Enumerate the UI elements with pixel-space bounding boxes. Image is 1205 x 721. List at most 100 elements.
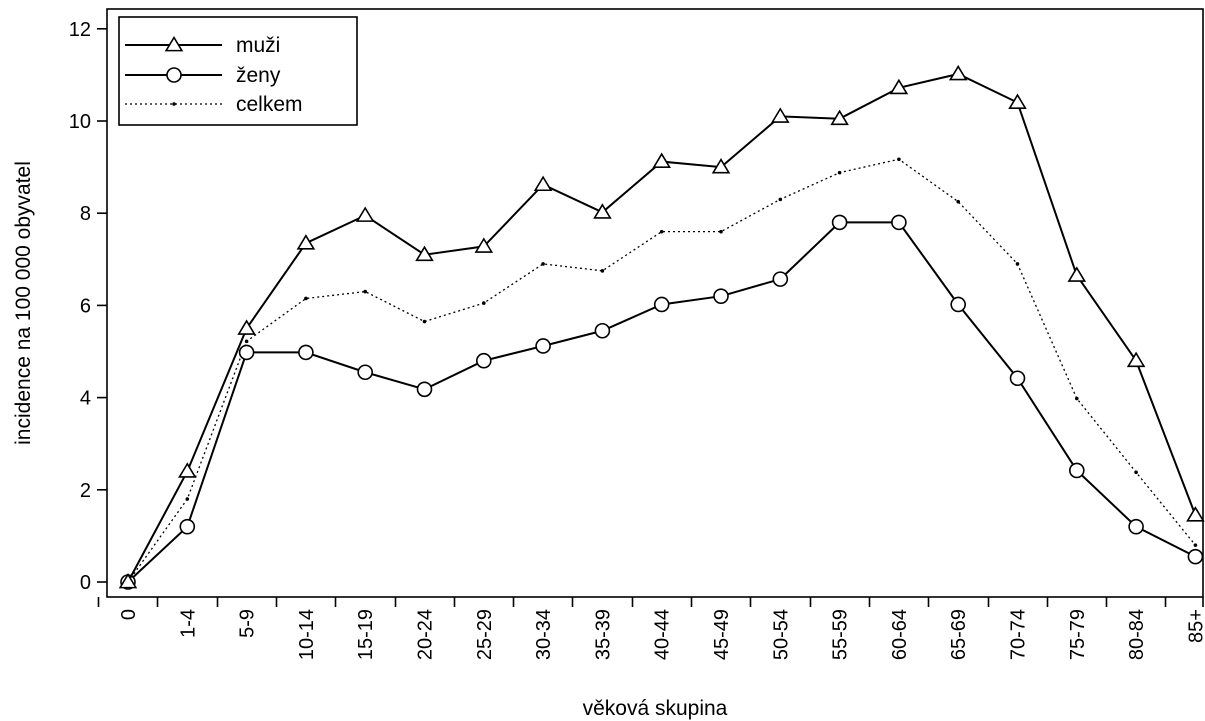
x-tick-label: 5-9 <box>237 609 259 638</box>
x-tick-label: 1-4 <box>177 609 199 638</box>
x-tick-label: 45-49 <box>711 609 733 660</box>
data-point <box>185 497 190 501</box>
legend-label: ženy <box>236 64 281 87</box>
data-point <box>298 344 314 361</box>
y-axis-title: incidence na 100 000 obyvatel <box>12 161 35 445</box>
x-tick-label: 50-54 <box>770 609 792 660</box>
data-point <box>713 288 729 304</box>
y-tick-label: 4 <box>80 388 91 410</box>
data-point <box>179 518 196 535</box>
data-point <box>831 214 848 231</box>
series-ženy <box>120 214 1204 590</box>
data-point <box>1015 262 1020 266</box>
data-point <box>830 109 849 126</box>
y-tick-label: 6 <box>80 295 91 317</box>
data-point <box>1186 506 1205 522</box>
plot-frame <box>106 8 1204 598</box>
x-tick-label: 70-74 <box>1008 609 1030 660</box>
x-tick-label: 80-84 <box>1126 609 1148 660</box>
data-point <box>533 175 553 192</box>
x-tick-label: 65-69 <box>948 609 970 660</box>
x-tick-label: 60-64 <box>889 609 911 660</box>
data-point <box>357 364 374 381</box>
y-tick-label: 2 <box>80 480 91 502</box>
data-point <box>772 271 789 287</box>
data-point <box>416 381 433 398</box>
data-point <box>956 199 960 204</box>
data-point <box>422 319 427 324</box>
legend: muži ženy celkem <box>118 16 358 126</box>
data-point <box>355 206 375 222</box>
data-point <box>1069 462 1085 479</box>
x-tick-label: 85+ <box>1185 609 1205 643</box>
data-point <box>244 339 249 344</box>
data-point <box>897 157 901 162</box>
x-tick-label: 40-44 <box>652 609 674 660</box>
x-tick-label: 75-79 <box>1067 609 1089 660</box>
data-point <box>652 152 671 168</box>
data-point <box>889 78 909 95</box>
data-point <box>1187 548 1204 565</box>
data-point <box>778 197 783 202</box>
data-point <box>948 64 968 81</box>
series-line <box>127 72 1197 583</box>
x-tick-label: 0 <box>118 609 140 620</box>
data-point <box>891 214 907 231</box>
x-tick-label: 15-19 <box>355 609 377 660</box>
data-point <box>1126 351 1146 368</box>
data-point <box>837 170 842 175</box>
data-point <box>1009 370 1026 387</box>
data-point <box>296 234 316 250</box>
series-muži <box>118 64 1205 589</box>
series-celkem <box>126 157 1198 584</box>
data-point <box>1067 266 1087 282</box>
x-tick-label: 35-39 <box>592 609 614 660</box>
data-point <box>771 107 790 123</box>
series-line <box>127 221 1196 583</box>
data-point <box>1128 518 1144 535</box>
data-point <box>541 262 545 266</box>
data-point <box>594 322 611 339</box>
series-layer <box>118 64 1205 590</box>
x-tick-label: 30-34 <box>533 609 555 660</box>
data-point <box>1075 396 1079 401</box>
y-tick-label: 10 <box>69 111 91 133</box>
x-axis-title: věková skupina <box>583 697 728 720</box>
x-tick-label: 25-29 <box>474 609 496 660</box>
data-point <box>415 245 434 262</box>
legend-marker <box>172 102 176 106</box>
y-tick-label: 12 <box>69 19 91 41</box>
legend-marker <box>166 67 182 83</box>
data-point <box>474 237 494 253</box>
x-tick-label: 55-59 <box>830 609 852 660</box>
data-point <box>1008 93 1027 109</box>
x-axis: 0 1-4 5-9 10-14 15-19 20-24 25-29 30-34 35-39 40-… <box>97 597 1205 660</box>
legend-box <box>118 16 358 126</box>
data-point <box>719 229 723 234</box>
x-tick-label: 10-14 <box>296 609 318 660</box>
data-point <box>304 296 308 301</box>
data-point <box>238 344 255 361</box>
data-point <box>178 462 197 478</box>
data-point <box>659 229 664 234</box>
legend-marker <box>164 35 184 52</box>
y-tick-label: 8 <box>80 203 91 225</box>
data-point <box>653 296 670 313</box>
series-line <box>127 158 1196 583</box>
data-point <box>237 319 256 335</box>
legend-label: celkem <box>236 93 303 116</box>
y-tick-label: 0 <box>80 572 91 594</box>
data-point <box>1134 470 1138 475</box>
data-point <box>535 338 551 354</box>
data-point <box>950 296 967 313</box>
y-axis: 0 2 4 6 8 10 12 <box>69 19 107 594</box>
data-point <box>475 352 492 369</box>
data-point <box>711 158 731 174</box>
data-point <box>482 301 486 305</box>
data-point <box>1193 543 1198 547</box>
x-tick-label: 20-24 <box>415 609 437 660</box>
data-point <box>118 572 138 589</box>
legend-label: muži <box>236 34 280 57</box>
data-point <box>600 269 605 273</box>
